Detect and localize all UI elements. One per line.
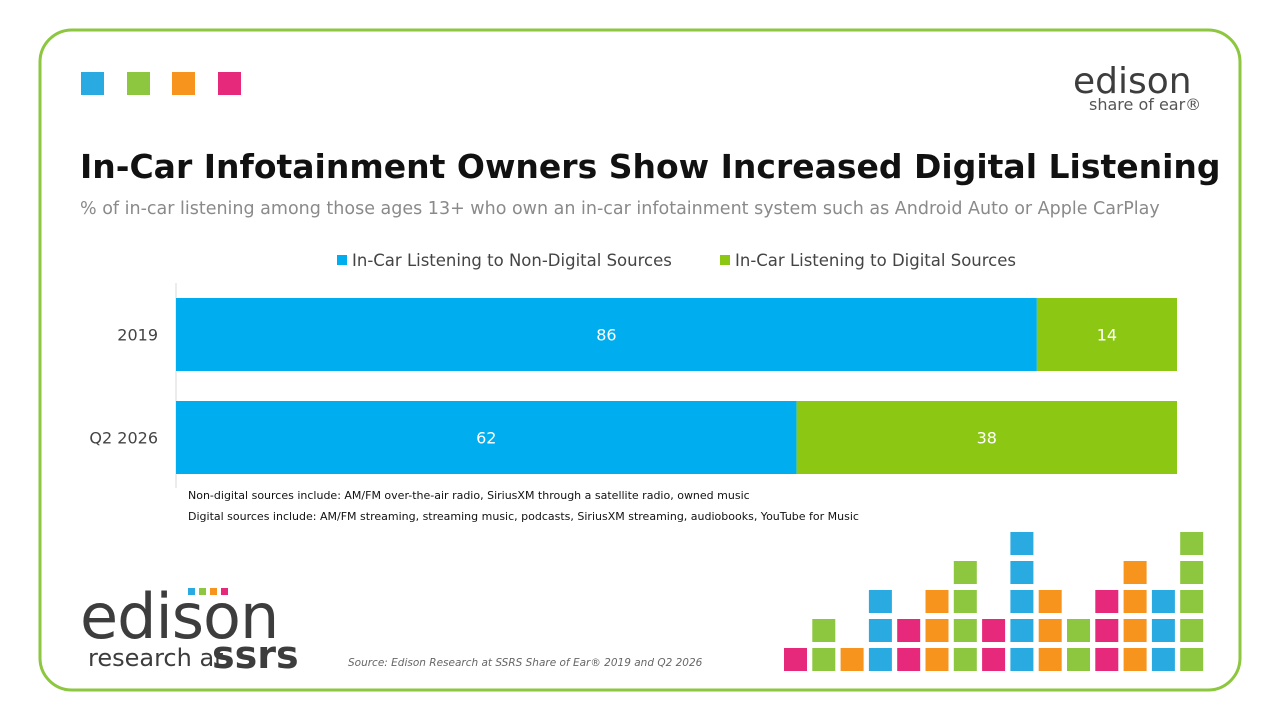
deco-square <box>127 72 150 95</box>
deco-square <box>953 648 977 671</box>
deco-square <box>1010 532 1034 555</box>
frame <box>38 28 1242 692</box>
bar-segment <box>176 298 1037 371</box>
deco-square <box>982 619 1006 642</box>
logo-dot <box>210 588 217 595</box>
logo-name: edison <box>80 580 278 653</box>
deco-square <box>1123 590 1147 613</box>
deco-square <box>1151 619 1175 642</box>
deco-square <box>925 619 949 642</box>
footnote: Non-digital sources include: AM/FM over-… <box>188 489 750 502</box>
deco-square <box>1151 590 1175 613</box>
deco-square <box>925 590 949 613</box>
chart-subtitle: % of in-car listening among those ages 1… <box>80 199 1160 219</box>
deco-square <box>1067 648 1090 671</box>
deco-square <box>1010 648 1034 671</box>
logo-tagline: share of ear® <box>1089 95 1201 114</box>
deco-square <box>953 590 977 613</box>
deco-square <box>868 619 892 642</box>
chart-title: In-Car Infotainment Owners Show Increase… <box>80 147 1221 186</box>
data-label: 14 <box>1097 326 1117 345</box>
deco-square <box>1038 619 1062 642</box>
deco-square <box>812 619 836 642</box>
deco-square <box>81 72 104 95</box>
legend-swatch <box>337 255 347 265</box>
deco-square <box>812 648 836 671</box>
deco-square <box>925 648 949 671</box>
bar-segment <box>796 401 1177 474</box>
deco-square <box>1095 619 1119 642</box>
legend-label: In-Car Listening to Non-Digital Sources <box>352 251 672 270</box>
logo-name: edison <box>1073 61 1192 102</box>
deco-square <box>1010 590 1034 613</box>
deco-square <box>1180 619 1204 642</box>
logo-dot <box>199 588 206 595</box>
logo-dot <box>221 588 228 595</box>
deco-square <box>1038 648 1062 671</box>
bar-segment <box>1036 298 1177 371</box>
data-label: 38 <box>977 429 997 448</box>
deco-square <box>784 648 807 671</box>
legend-swatch <box>720 255 730 265</box>
deco-square <box>897 648 921 671</box>
source: Source: Edison Research at SSRS Share of… <box>348 657 703 669</box>
deco-square <box>1180 532 1204 555</box>
deco-square <box>1151 648 1175 671</box>
deco-square <box>1123 561 1147 584</box>
deco-square <box>172 72 195 95</box>
deco-square <box>1180 590 1204 613</box>
data-label: 62 <box>476 429 496 448</box>
deco-square <box>1123 648 1147 671</box>
y-tick-label: Q2 2026 <box>89 429 158 448</box>
deco-square <box>1038 590 1062 613</box>
deco-square <box>1180 648 1204 671</box>
deco-square <box>1180 561 1204 584</box>
logo-dot <box>188 588 195 595</box>
deco-square <box>1010 619 1034 642</box>
logo-tagline: research at <box>88 644 224 672</box>
bar-segment <box>176 401 797 474</box>
deco-square <box>840 648 864 671</box>
deco-square <box>1095 590 1119 613</box>
deco-square <box>1067 619 1090 642</box>
deco-square <box>868 590 892 613</box>
deco-square <box>1095 648 1119 671</box>
data-label: 86 <box>596 326 616 345</box>
deco-square <box>982 648 1006 671</box>
deco-square <box>953 561 977 584</box>
deco-square <box>897 619 921 642</box>
deco-square <box>218 72 241 95</box>
logo-partner: ssrs <box>212 633 299 677</box>
deco-square <box>1010 561 1034 584</box>
y-tick-label: 2019 <box>117 326 158 345</box>
legend-label: In-Car Listening to Digital Sources <box>735 251 1016 270</box>
deco-square <box>868 648 892 671</box>
deco-square <box>953 619 977 642</box>
footnote: Digital sources include: AM/FM streaming… <box>188 510 859 523</box>
deco-square <box>1123 619 1147 642</box>
